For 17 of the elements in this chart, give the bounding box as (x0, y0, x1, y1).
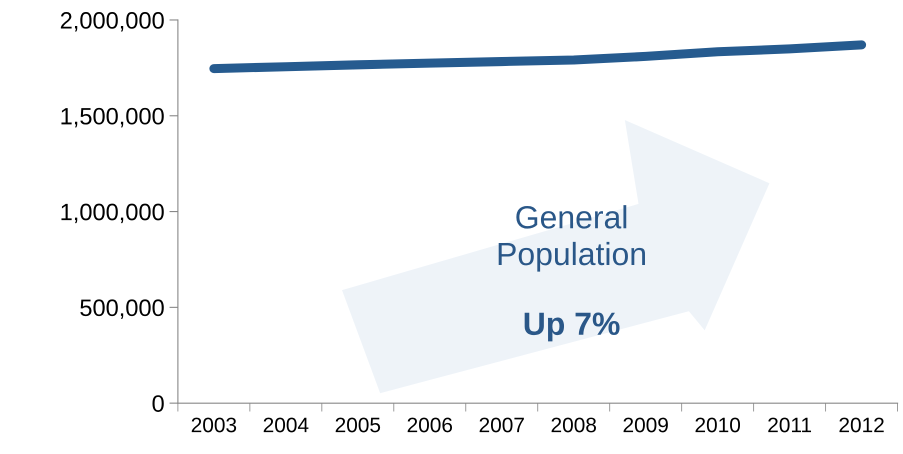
x-tick-label: 2003 (192, 418, 236, 432)
x-tick-label: 2005 (336, 418, 380, 432)
x-tick-label: 2009 (624, 418, 668, 432)
x-tick-label: 2011 (768, 418, 812, 432)
annotation: General Population (498, 205, 645, 272)
y-tick-label: 2,000,000 (60, 12, 164, 32)
x-tick-label: 2007 (480, 418, 524, 432)
y-tick-label: 500,000 (80, 299, 164, 319)
y-tick-label: 0 (152, 395, 164, 412)
x-tick-label: 2012 (839, 418, 884, 432)
y-tick-label: 1,500,000 (61, 108, 164, 128)
y-tick-label: 1,000,000 (61, 204, 164, 224)
x-tick-label: 2010 (696, 418, 740, 432)
x-tick-label: 2004 (264, 418, 308, 432)
annotation: Up 7% (524, 312, 620, 342)
x-tick-label: 2006 (408, 418, 452, 432)
x-tick-label: 2008 (552, 418, 596, 432)
